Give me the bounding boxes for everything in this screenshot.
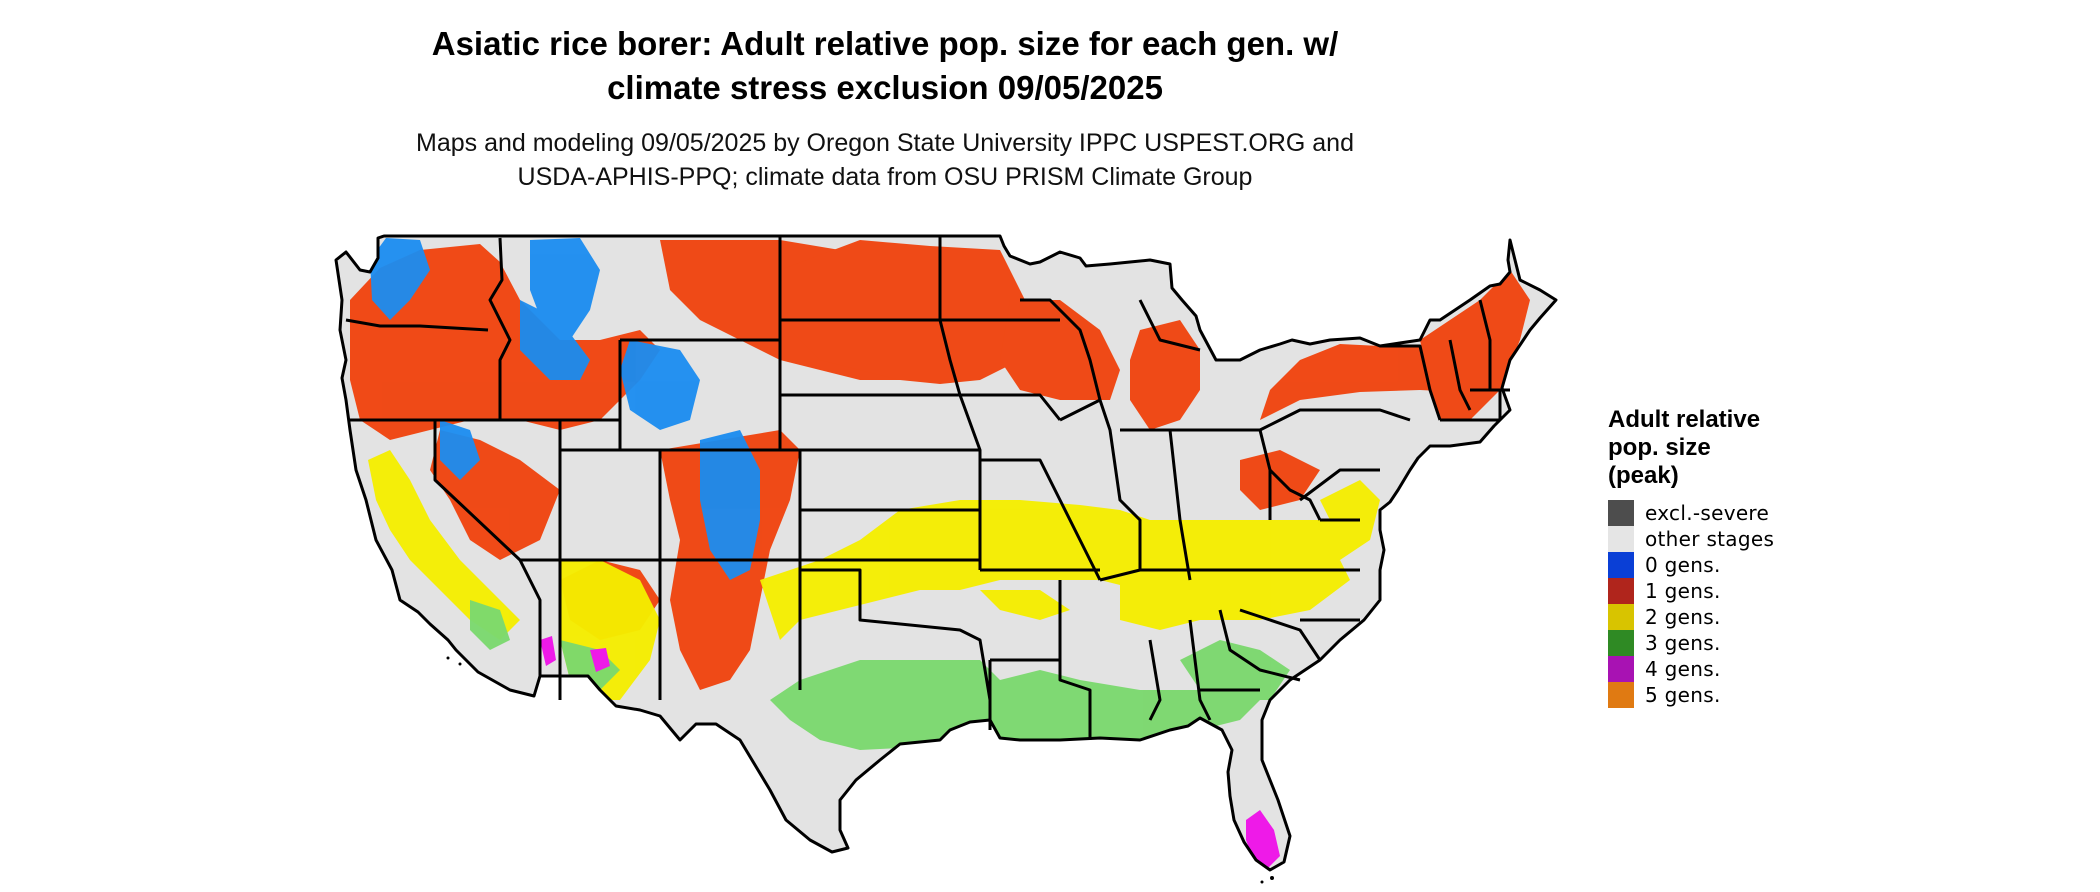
legend-title-line-3: (peak)	[1608, 462, 1679, 489]
map-title-line-2: climate stress exclusion 09/05/2025	[607, 69, 1163, 106]
legend-label: 4 gens.	[1645, 657, 1721, 681]
legend-swatch	[1608, 500, 1634, 526]
map-subtitle-line-2: USDA-APHIS-PPQ; climate data from OSU PR…	[517, 163, 1253, 191]
legend-label: 3 gens.	[1645, 631, 1721, 655]
zone-zero-generation	[370, 238, 760, 580]
legend-label: 1 gens.	[1645, 579, 1721, 603]
map-title-line-1: Asiatic rice borer: Adult relative pop. …	[431, 25, 1339, 62]
legend-item: 1 gens.	[1608, 578, 1774, 604]
legend-item: excl.-severe	[1608, 500, 1774, 526]
coastal-islands	[446, 656, 1274, 884]
map-title-block: Asiatic rice borer: Adult relative pop. …	[0, 22, 1770, 194]
legend-title-line-2: pop. size	[1608, 434, 1711, 461]
legend-label: other stages	[1645, 527, 1775, 551]
legend-swatch	[1608, 630, 1634, 656]
legend-items: excl.-severe other stages 0 gens. 1 gens. 2 …	[1608, 500, 1774, 708]
legend-item: 4 gens.	[1608, 656, 1774, 682]
legend-swatch	[1608, 552, 1634, 578]
legend-item: 5 gens.	[1608, 682, 1774, 708]
legend-label: 0 gens.	[1645, 553, 1721, 577]
zone-three-generation	[470, 600, 1290, 750]
legend-item: 3 gens.	[1608, 630, 1774, 656]
legend-swatch	[1608, 682, 1634, 708]
legend-label: excl.-severe	[1645, 501, 1770, 525]
legend-swatch	[1608, 578, 1634, 604]
legend-title: Adult relative pop. size (peak)	[1608, 406, 1774, 490]
map-legend: Adult relative pop. size (peak) excl.-se…	[1608, 406, 1774, 708]
state-borders	[334, 234, 1558, 872]
legend-item: other stages	[1608, 526, 1774, 552]
legend-label: 2 gens.	[1645, 605, 1721, 629]
legend-swatch	[1608, 656, 1634, 682]
map-subtitle-line-1: Maps and modeling 09/05/2025 by Oregon S…	[416, 129, 1354, 157]
legend-item: 2 gens.	[1608, 604, 1774, 630]
legend-title-line-1: Adult relative	[1608, 406, 1761, 433]
legend-swatch	[1608, 604, 1634, 630]
legend-swatch	[1608, 526, 1634, 552]
legend-item: 0 gens.	[1608, 552, 1774, 578]
legend-label: 5 gens.	[1645, 683, 1721, 707]
